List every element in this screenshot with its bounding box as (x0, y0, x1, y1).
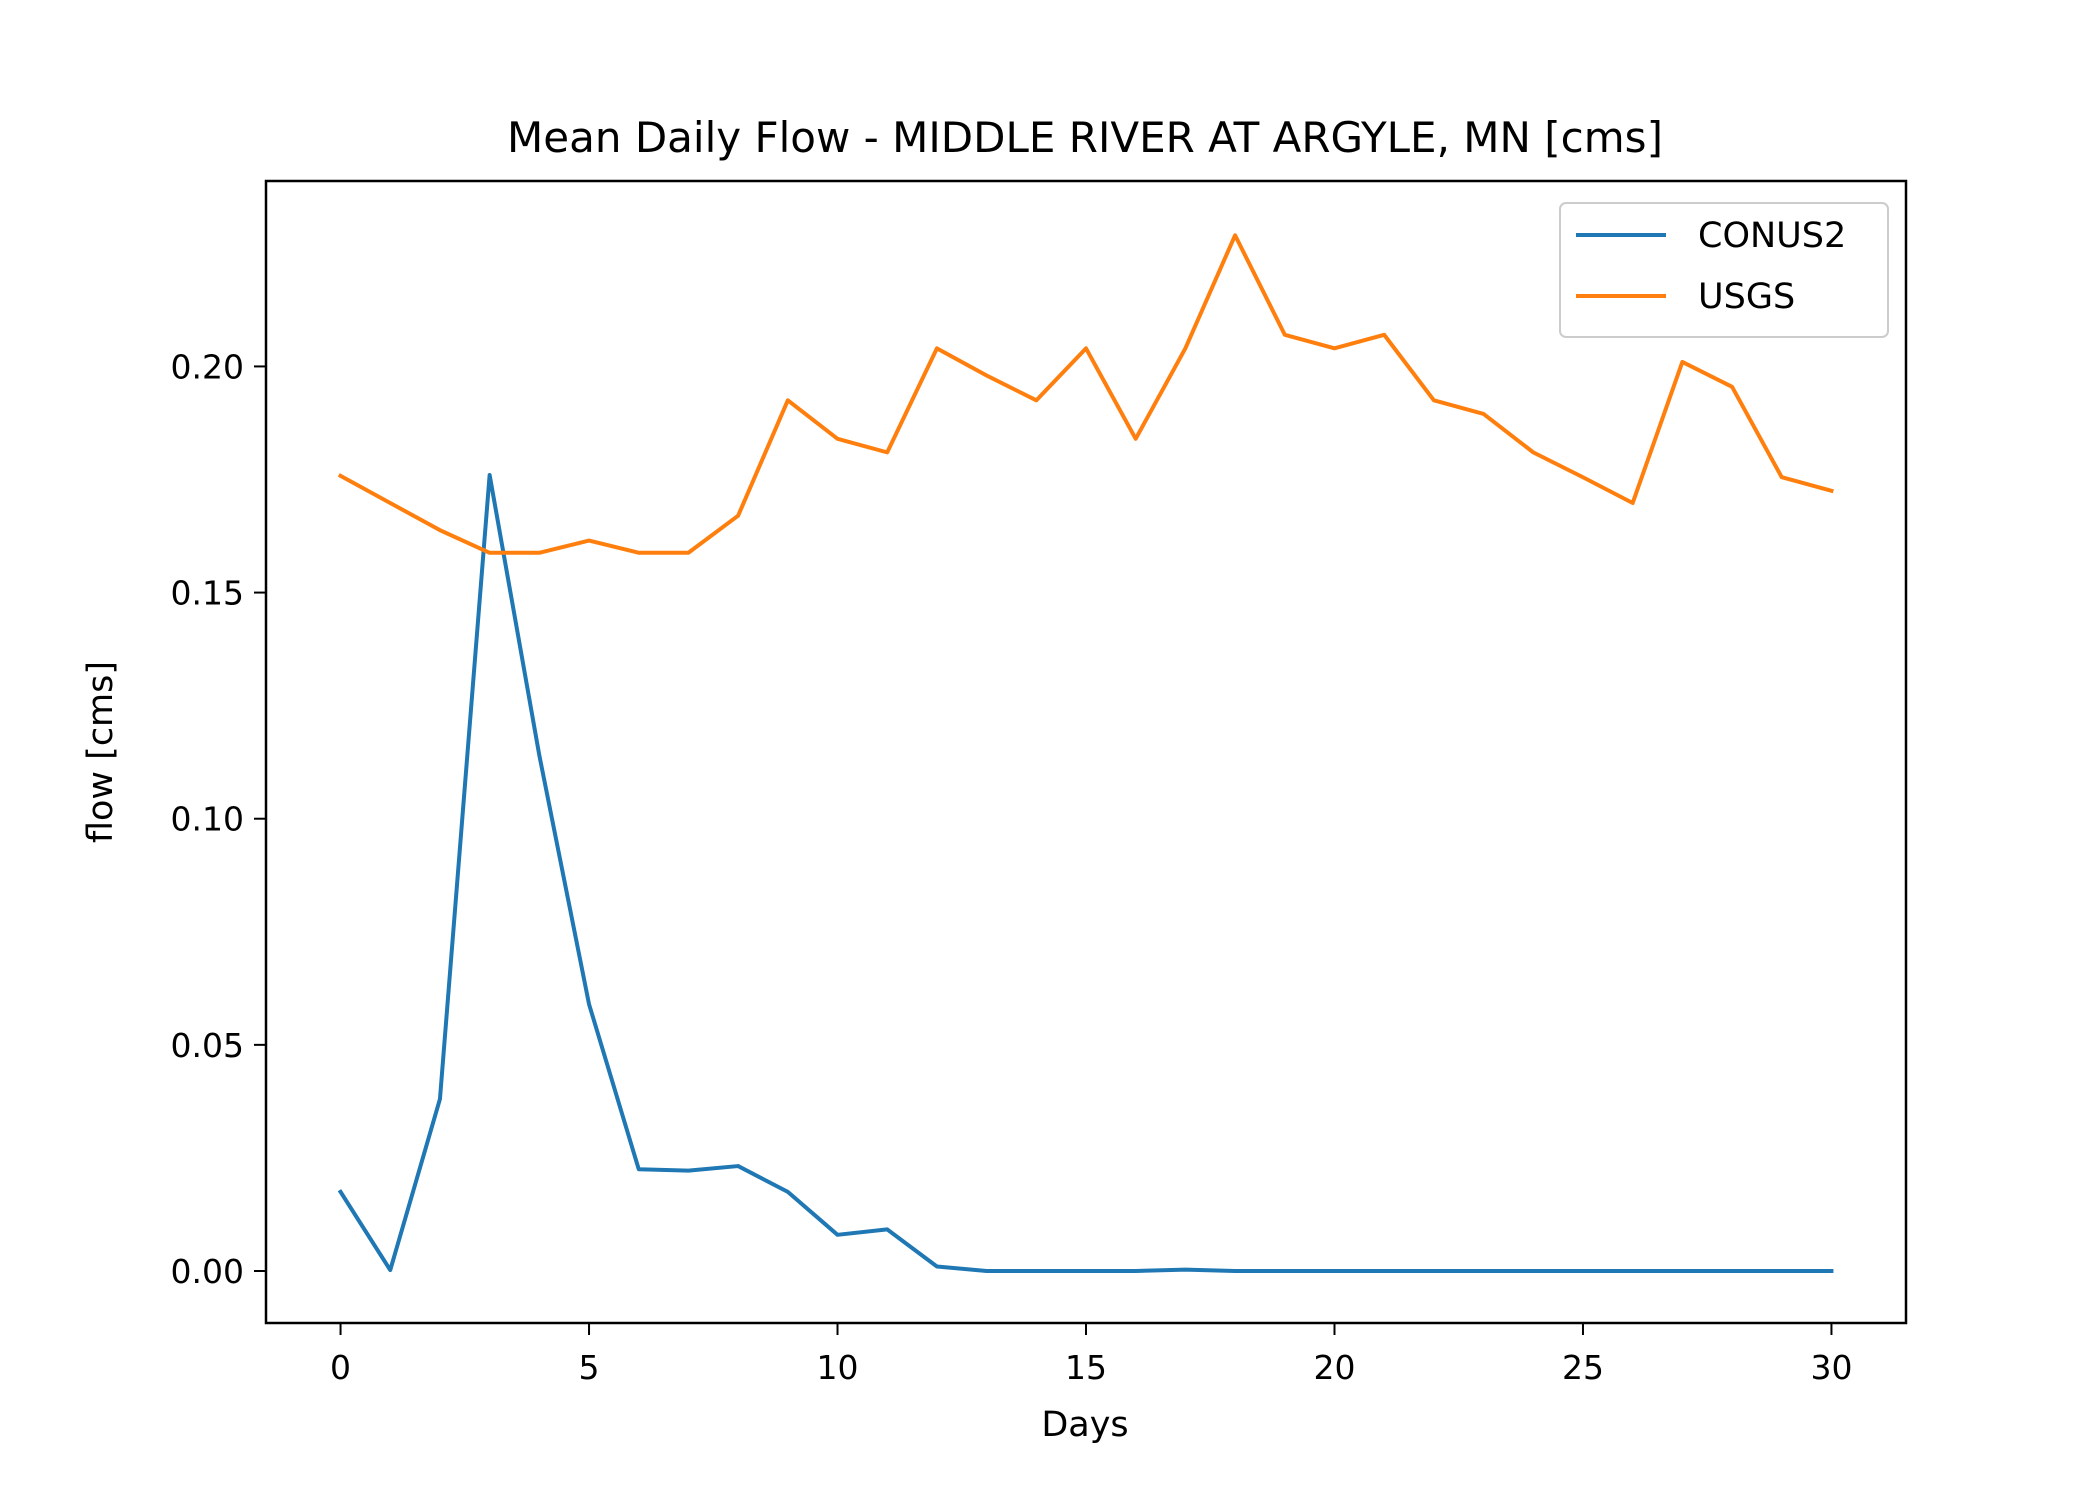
y-tick-label: 0.15 (171, 574, 244, 613)
legend-label-usgs: USGS (1698, 277, 1795, 317)
legend-label-conus2: CONUS2 (1698, 216, 1846, 256)
y-tick-label: 0.20 (171, 347, 244, 386)
plot-area (337, 233, 1834, 1273)
series-line-usgs (337, 233, 1834, 555)
chart-title: Mean Daily Flow - MIDDLE RIVER AT ARGYLE… (507, 113, 1663, 162)
y-tick-label: 0.10 (171, 800, 244, 839)
legend: CONUS2 USGS (1559, 202, 1889, 338)
x-tick-label: 10 (817, 1348, 859, 1387)
y-axis: 0.00 0.05 0.10 0.15 0.20 (171, 347, 266, 1291)
x-tick-label: 15 (1065, 1348, 1107, 1387)
x-tick-label: 0 (330, 1348, 351, 1387)
series-line-conus2 (337, 472, 1834, 1273)
y-tick-label: 0.05 (171, 1026, 244, 1065)
x-tick-label: 25 (1562, 1348, 1604, 1387)
x-axis: 0 5 10 15 20 25 30 (330, 1323, 1852, 1387)
x-tick-label: 5 (579, 1348, 600, 1387)
y-axis-label: flow [cms] (81, 661, 121, 843)
y-tick-label: 0.00 (171, 1252, 244, 1291)
x-tick-label: 20 (1313, 1348, 1355, 1387)
x-axis-label: Days (1041, 1405, 1128, 1445)
x-tick-label: 30 (1810, 1348, 1852, 1387)
